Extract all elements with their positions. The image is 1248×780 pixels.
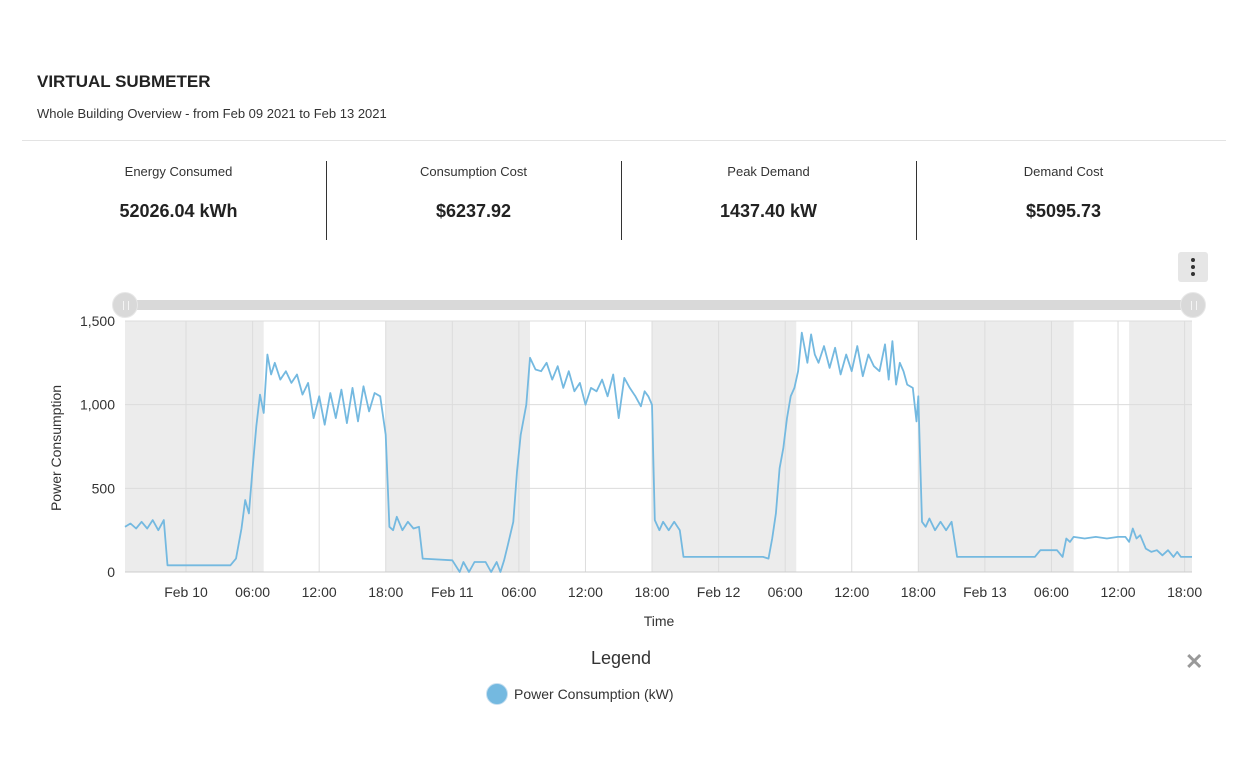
kpi-peak-demand: Peak Demand 1437.40 kW [621,160,916,222]
x-tick-label: 18:00 [901,584,936,600]
more-vertical-icon-dot [1191,272,1195,276]
kpi-value: $6237.92 [435,201,512,221]
x-tick-label: 12:00 [834,584,869,600]
shaded-range [1129,321,1192,572]
y-tick-label: 1,000 [80,397,115,413]
x-tick-label: Feb 10 [164,584,208,600]
kpi-value: 52026.04 kWh [119,201,238,221]
legend-title: Legend [590,648,652,668]
page-title: VIRTUAL SUBMETER [37,72,211,91]
kpi-consumption-cost: Consumption Cost $6237.92 [326,160,621,222]
shaded-range [918,321,1074,572]
kpi-divider [326,161,327,240]
kpi-label: Energy Consumed [124,164,233,179]
kpi-value: 1437.40 kW [719,201,818,221]
kpi-label: Consumption Cost [420,164,527,179]
close-icon[interactable]: ✕ [1185,649,1204,674]
x-axis-label: Time [644,613,675,629]
kpi-energy-consumed: Energy Consumed 52026.04 kWh [31,160,326,222]
x-tick-label: 18:00 [635,584,670,600]
kpi-label: Peak Demand [727,164,810,179]
kpi-divider [621,161,622,240]
shaded-range [385,321,530,572]
range-slider-start-handle[interactable] [112,292,138,318]
x-tick-label: 06:00 [768,584,803,600]
range-slider-end-handle[interactable] [1180,292,1206,318]
x-tick-label: 12:00 [302,584,337,600]
y-tick-label: 500 [92,480,116,496]
legend-swatch [486,683,508,705]
shaded-range [125,321,264,572]
x-tick-label: 18:00 [1167,584,1202,600]
shaded-range [652,321,797,572]
y-axis-label: Power Consumption [48,385,64,511]
y-tick-label: 0 [107,564,115,580]
x-tick-label: 12:00 [1101,584,1136,600]
header-divider [22,140,1226,141]
x-tick-label: 06:00 [1034,584,1069,600]
legend-item-label: Power Consumption (kW) [514,686,674,702]
x-tick-label: Feb 11 [431,584,474,600]
kpi-label: Demand Cost [1023,164,1104,179]
page-subtitle: Whole Building Overview - from Feb 09 20… [37,106,387,121]
more-vertical-icon [1191,258,1195,262]
y-tick-label: 1,500 [80,313,115,329]
x-tick-label: Feb 13 [963,584,1007,600]
more-vertical-icon-dot [1191,265,1195,269]
kpi-demand-cost: Demand Cost $5095.73 [916,160,1211,222]
legend-item-power-consumption[interactable]: Power Consumption (kW) [486,683,674,705]
x-tick-label: 06:00 [501,584,536,600]
x-tick-label: 12:00 [568,584,603,600]
series-line-power-consumption [124,331,1192,573]
x-tick-label: 18:00 [368,584,403,600]
kpi-divider [916,161,917,240]
x-tick-label: 06:00 [235,584,270,600]
chart-menu-button[interactable] [1178,252,1208,282]
range-slider-track[interactable] [125,300,1193,310]
power-consumption-chart: 0 500 1,000 1,500 Feb 10 06:00 12:00 18:00 Feb … [48,313,1202,629]
kpi-value: $5095.73 [1025,201,1102,221]
x-tick-label: Feb 12 [697,584,741,600]
